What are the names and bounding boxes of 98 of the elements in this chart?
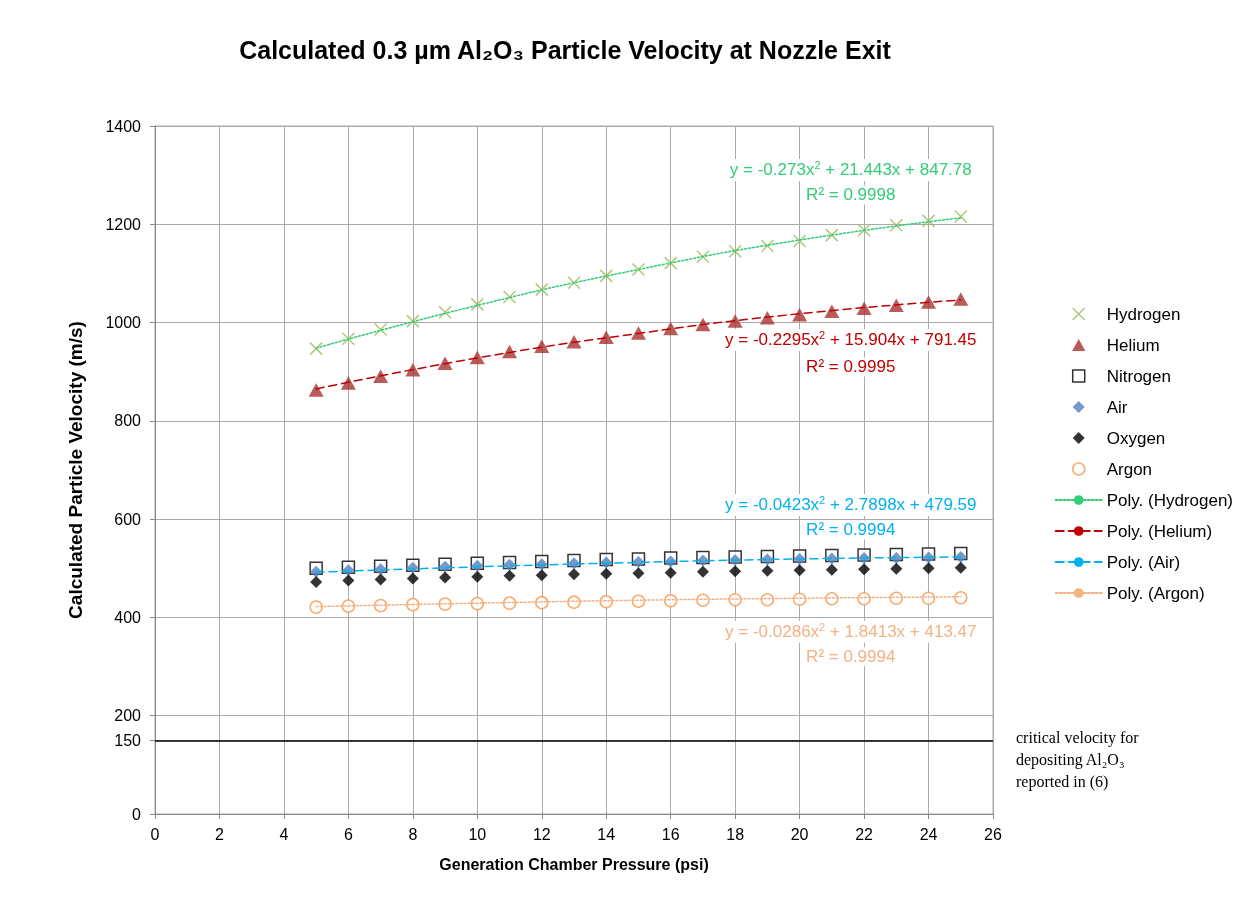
point bbox=[824, 304, 840, 319]
x-tick-label: 14 bbox=[597, 825, 616, 843]
y-tick-label: 150 bbox=[114, 731, 142, 749]
point bbox=[535, 282, 549, 297]
point bbox=[922, 562, 935, 575]
annotation: R² = 0.9994 bbox=[806, 520, 896, 540]
point bbox=[663, 256, 678, 270]
point bbox=[310, 576, 323, 589]
point bbox=[567, 276, 581, 290]
y-tick-label: 200 bbox=[114, 707, 142, 725]
x-tick-label: 20 bbox=[790, 825, 809, 843]
point bbox=[534, 339, 550, 353]
point bbox=[470, 297, 485, 312]
y-tick-label: 0 bbox=[132, 805, 142, 823]
point bbox=[568, 568, 580, 581]
legend-label: Nitrogen bbox=[1106, 366, 1171, 386]
point bbox=[921, 295, 937, 309]
legend-label: Poly. (Air) bbox=[1106, 552, 1181, 572]
point bbox=[696, 249, 710, 264]
annotation: R² = 0.9995 bbox=[806, 357, 896, 377]
legend-label: Oxygen bbox=[1106, 428, 1166, 448]
legend-label: Air bbox=[1106, 397, 1128, 417]
point bbox=[825, 563, 838, 576]
point bbox=[406, 572, 419, 585]
legend-label: Hydrogen bbox=[1106, 304, 1181, 324]
point bbox=[502, 596, 517, 610]
point bbox=[889, 218, 904, 233]
point bbox=[760, 239, 775, 253]
point bbox=[406, 314, 420, 328]
legend-label: Poly. (Argon) bbox=[1106, 583, 1205, 603]
x-tick-label: 4 bbox=[279, 825, 289, 843]
point bbox=[857, 592, 871, 606]
point bbox=[309, 600, 323, 614]
point bbox=[856, 301, 872, 316]
x-tick-label: 16 bbox=[661, 825, 680, 843]
point bbox=[761, 564, 774, 577]
y-tick-label: 800 bbox=[114, 412, 142, 430]
point bbox=[858, 563, 871, 576]
x-tick-label: 22 bbox=[855, 825, 874, 843]
point bbox=[503, 569, 516, 582]
point bbox=[439, 571, 452, 584]
x-tick-label: 8 bbox=[408, 825, 418, 843]
point bbox=[696, 565, 709, 578]
y-tick-label: 1400 bbox=[105, 117, 142, 135]
legend-label: Poly. (Helium) bbox=[1106, 521, 1213, 541]
point bbox=[373, 369, 389, 383]
y-tick-label: 600 bbox=[114, 510, 142, 528]
y-tick-label: 1000 bbox=[105, 314, 142, 332]
legend-label: Helium bbox=[1106, 335, 1160, 355]
point bbox=[535, 569, 548, 582]
ref-line-label: critical velocity for depositing Al₂O₃ reported in (6) bbox=[1016, 728, 1143, 791]
y-tick-label: 400 bbox=[114, 608, 142, 626]
point bbox=[632, 567, 645, 580]
point bbox=[953, 292, 969, 306]
x-tick-label: 10 bbox=[468, 825, 487, 843]
point bbox=[825, 228, 839, 242]
annotation: R² = 0.9994 bbox=[806, 647, 896, 667]
x-tick-label: 24 bbox=[919, 825, 938, 843]
point bbox=[340, 376, 356, 390]
point bbox=[793, 564, 806, 577]
point bbox=[727, 314, 743, 328]
point bbox=[954, 209, 968, 224]
point bbox=[342, 574, 355, 587]
point bbox=[341, 332, 356, 346]
point bbox=[308, 383, 324, 397]
x-axis-title: Generation Chamber Pressure (psi) bbox=[439, 855, 709, 873]
point bbox=[792, 234, 807, 248]
point bbox=[954, 561, 967, 574]
chart-title: Calculated 0.3 µm Al₂O₃ Particle Velocity at Nozzle Exit bbox=[239, 35, 892, 64]
point bbox=[471, 570, 484, 583]
x-tick-label: 12 bbox=[532, 825, 551, 843]
y-tick-label: 1200 bbox=[105, 215, 142, 233]
x-tick-label: 2 bbox=[215, 825, 225, 843]
legend-label: Argon bbox=[1106, 459, 1153, 479]
x-tick-label: 26 bbox=[984, 825, 1002, 843]
point bbox=[728, 244, 742, 259]
point bbox=[890, 562, 903, 575]
annotation: R² = 0.9998 bbox=[806, 185, 896, 205]
point bbox=[954, 591, 968, 605]
point bbox=[502, 290, 517, 304]
point bbox=[438, 305, 452, 319]
x-tick-label: 6 bbox=[343, 825, 353, 843]
y-axis-title: Calculated Particle Velocity (m/s) bbox=[65, 321, 86, 619]
point bbox=[599, 269, 613, 283]
point bbox=[630, 326, 646, 340]
point bbox=[309, 341, 323, 356]
point bbox=[373, 322, 388, 337]
point bbox=[600, 567, 613, 580]
legend-label: Poly. (Hydrogen) bbox=[1106, 490, 1234, 510]
point bbox=[664, 566, 677, 579]
x-tick-label: 0 bbox=[150, 825, 160, 843]
x-tick-label: 18 bbox=[726, 825, 745, 843]
point bbox=[729, 565, 742, 578]
point bbox=[598, 330, 614, 345]
point bbox=[857, 223, 871, 237]
point bbox=[921, 214, 936, 228]
point bbox=[631, 262, 646, 277]
point bbox=[374, 573, 387, 586]
